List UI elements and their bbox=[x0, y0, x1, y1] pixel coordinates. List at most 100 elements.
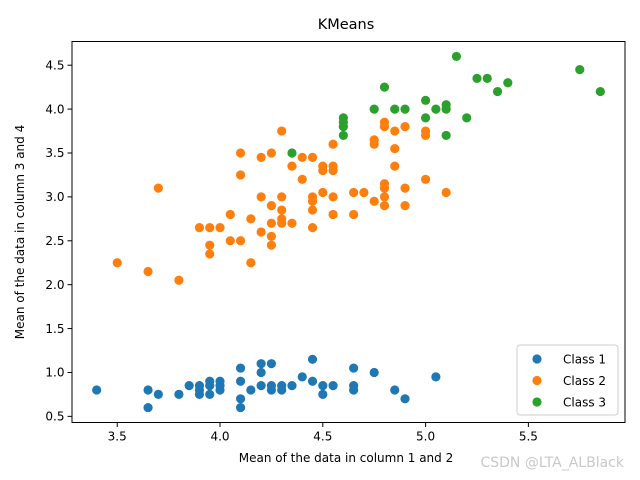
data-point-class-2 bbox=[277, 126, 287, 136]
data-point-class-1 bbox=[390, 385, 400, 395]
data-point-class-1 bbox=[277, 385, 287, 395]
data-point-class-1 bbox=[266, 385, 277, 395]
y-tick-label: 2.5 bbox=[45, 234, 64, 248]
data-point-class-3 bbox=[400, 104, 410, 114]
x-tick-label: 3.5 bbox=[108, 430, 127, 444]
data-point-class-3 bbox=[420, 113, 431, 123]
data-point-class-2 bbox=[379, 122, 390, 132]
data-point-class-2 bbox=[307, 223, 318, 233]
data-point-class-2 bbox=[379, 192, 390, 202]
data-point-class-2 bbox=[379, 183, 390, 193]
data-point-class-2 bbox=[297, 152, 307, 162]
data-point-class-3 bbox=[338, 130, 348, 141]
data-point-class-1 bbox=[318, 389, 328, 400]
data-point-class-1 bbox=[256, 381, 266, 391]
x-tick-label: 5.5 bbox=[519, 430, 538, 444]
data-point-class-1 bbox=[307, 354, 318, 364]
data-point-class-2 bbox=[205, 223, 215, 233]
data-point-class-2 bbox=[307, 152, 318, 162]
data-point-class-2 bbox=[266, 218, 277, 228]
data-point-class-2 bbox=[287, 218, 297, 228]
legend-marker-class-2 bbox=[532, 375, 542, 386]
data-point-class-2 bbox=[246, 258, 256, 268]
data-point-class-1 bbox=[143, 385, 153, 395]
data-point-class-1 bbox=[153, 389, 163, 400]
x-tick-label: 4.0 bbox=[210, 430, 229, 444]
data-point-class-3 bbox=[431, 104, 441, 114]
legend-marker-class-1 bbox=[532, 354, 542, 364]
data-point-class-2 bbox=[277, 218, 287, 228]
data-point-class-2 bbox=[225, 209, 235, 220]
data-point-class-1 bbox=[92, 385, 102, 395]
y-tick-label: 3.5 bbox=[45, 146, 64, 160]
data-point-class-3 bbox=[420, 95, 431, 105]
data-point-class-3 bbox=[441, 130, 451, 141]
data-point-class-3 bbox=[472, 73, 482, 83]
legend-label-class-2: Class 2 bbox=[563, 374, 606, 388]
data-point-class-1 bbox=[349, 363, 359, 373]
data-point-class-1 bbox=[205, 381, 215, 391]
data-point-class-2 bbox=[266, 201, 277, 211]
data-point-class-1 bbox=[194, 381, 205, 391]
legend-box bbox=[516, 344, 619, 416]
data-point-class-1 bbox=[256, 359, 266, 369]
chart-title: KMeans bbox=[318, 17, 375, 33]
y-tick-label: 4.5 bbox=[45, 58, 64, 72]
data-point-class-2 bbox=[307, 196, 318, 206]
data-point-class-1 bbox=[266, 359, 277, 369]
data-point-class-2 bbox=[297, 174, 307, 184]
data-point-class-2 bbox=[266, 231, 277, 241]
data-point-class-1 bbox=[235, 376, 246, 386]
data-point-class-3 bbox=[503, 78, 513, 88]
data-point-class-2 bbox=[400, 183, 410, 193]
data-point-class-1 bbox=[297, 372, 307, 382]
data-point-class-2 bbox=[369, 196, 379, 206]
data-point-class-2 bbox=[225, 236, 235, 246]
data-point-class-2 bbox=[287, 161, 297, 171]
data-point-class-1 bbox=[246, 385, 256, 395]
data-point-class-2 bbox=[235, 148, 246, 158]
data-point-class-1 bbox=[174, 389, 184, 400]
x-axis-ticks: 3.5 4.0 4.5 5.0 5.5 bbox=[108, 422, 538, 444]
data-point-class-1 bbox=[328, 381, 338, 391]
data-point-class-2 bbox=[369, 139, 379, 149]
data-point-class-2 bbox=[390, 161, 400, 171]
data-point-class-1 bbox=[235, 363, 246, 373]
data-point-class-2 bbox=[328, 165, 338, 176]
data-point-class-3 bbox=[369, 104, 379, 114]
data-point-class-2 bbox=[143, 266, 153, 277]
data-point-class-3 bbox=[441, 104, 451, 114]
data-point-class-1 bbox=[307, 376, 318, 386]
data-point-class-2 bbox=[174, 275, 184, 285]
y-axis-label: Mean of the data in column 3 and 4 bbox=[13, 125, 27, 339]
data-point-class-3 bbox=[575, 64, 585, 75]
data-point-class-3 bbox=[462, 113, 472, 123]
data-point-class-1 bbox=[400, 394, 410, 404]
data-point-class-2 bbox=[112, 258, 122, 268]
data-point-class-2 bbox=[400, 122, 410, 132]
data-point-class-1 bbox=[349, 385, 359, 395]
y-tick-label: 4.0 bbox=[45, 102, 64, 116]
data-point-class-2 bbox=[390, 144, 400, 154]
data-point-class-2 bbox=[205, 249, 215, 259]
data-point-class-1 bbox=[369, 367, 379, 378]
points-layer bbox=[92, 51, 605, 413]
data-point-class-3 bbox=[287, 148, 297, 158]
data-point-class-2 bbox=[349, 209, 359, 220]
legend-label-class-3: Class 3 bbox=[563, 395, 606, 409]
data-point-class-2 bbox=[420, 130, 431, 141]
y-axis-ticks: 0.5 1.0 1.5 2.0 2.5 3.0 3.5 4.0 4.5 bbox=[45, 58, 72, 424]
data-point-class-2 bbox=[277, 205, 287, 215]
data-point-class-2 bbox=[318, 187, 328, 198]
y-tick-label: 3.0 bbox=[45, 190, 64, 204]
data-point-class-2 bbox=[400, 201, 410, 211]
data-point-class-2 bbox=[328, 192, 338, 202]
data-point-class-2 bbox=[441, 187, 451, 198]
data-point-class-3 bbox=[451, 51, 462, 62]
data-point-class-1 bbox=[143, 402, 153, 413]
data-point-class-2 bbox=[246, 214, 256, 224]
data-point-class-3 bbox=[338, 122, 348, 132]
data-point-class-3 bbox=[595, 86, 605, 97]
data-point-class-2 bbox=[318, 165, 328, 176]
